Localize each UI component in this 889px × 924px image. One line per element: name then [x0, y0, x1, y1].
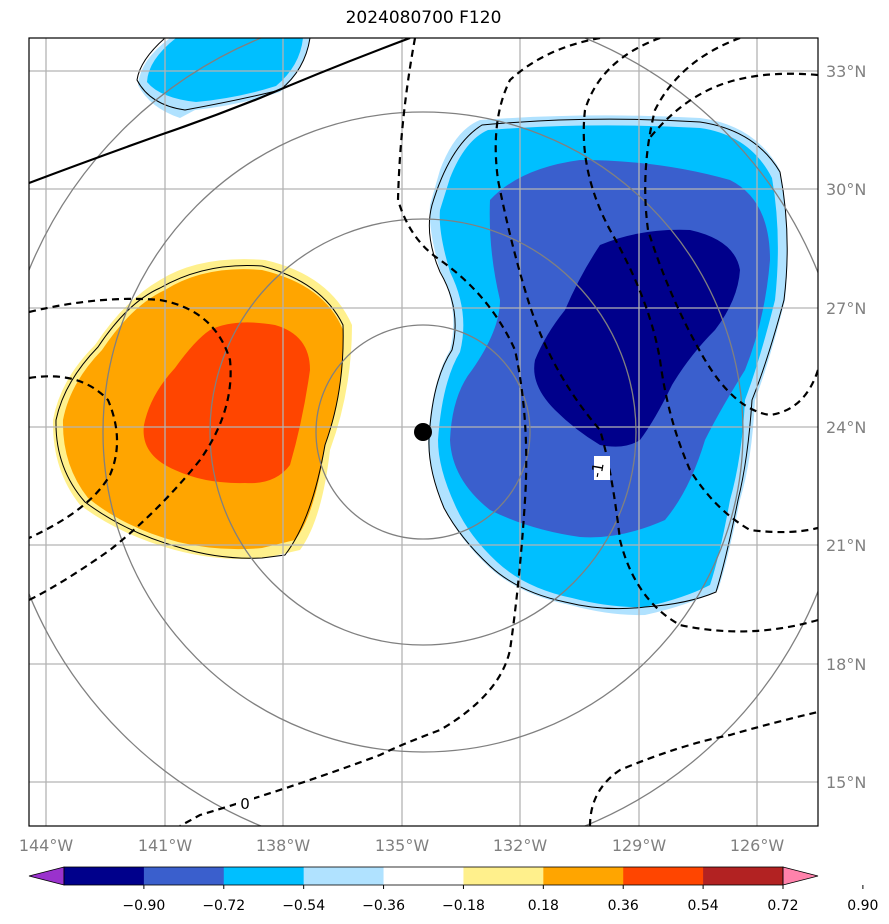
colorbar-tick-label: −0.18 [442, 898, 485, 914]
negative-anomaly-field [428, 115, 788, 616]
solid-contour [29, 38, 411, 185]
colorbar-extend-low [28, 866, 65, 886]
lat-tick-label: 30°N [826, 180, 866, 199]
colorbar-tick-label: −0.36 [362, 898, 405, 914]
anomaly-outline [55, 265, 344, 559]
lon-gridlines [45, 38, 758, 826]
lon-tick-label: 132°W [493, 836, 548, 855]
colorbar-tick-label: 0.72 [767, 898, 798, 914]
contour-line [179, 38, 528, 826]
contour-line [588, 710, 818, 826]
lon-tick-label: 138°W [256, 836, 311, 855]
contour-line [494, 38, 818, 633]
lon-tick-labels: 144°W 141°W 138°W 135°W 132°W 129°W 126°… [19, 836, 785, 855]
colorbar-segment [64, 867, 145, 885]
colorbar-extend-high [782, 866, 819, 886]
contour-line [647, 72, 818, 141]
range-rings [29, 38, 818, 826]
dashed-contours [29, 38, 818, 826]
colorbar-segments [64, 867, 784, 885]
positive-anomaly-field [52, 259, 352, 559]
contour-label-neg-one: -1 [587, 461, 607, 479]
contour-label-zero: 0 [240, 795, 250, 813]
lat-gridlines [29, 70, 818, 783]
lon-tick-label: 126°W [730, 836, 785, 855]
colorbar-tick-label: 0.18 [528, 898, 559, 914]
colorbar-segment [383, 867, 464, 885]
colorbar-segment [543, 867, 624, 885]
contour-label-bg [236, 792, 254, 812]
colorbar-segment [223, 867, 305, 885]
colorbar-frame [63, 866, 784, 886]
lat-tick-label: 15°N [826, 773, 866, 792]
map-plot-area: 0 -1 [29, 38, 818, 826]
colorbar-segment [143, 867, 225, 885]
lat-tick-label: 27°N [826, 299, 866, 318]
lat-tick-labels: 33°N 30°N 27°N 24°N 21°N 18°N 15°N [826, 62, 866, 792]
lat-tick-label: 33°N [826, 62, 866, 81]
contour-label-group: 0 -1 [236, 456, 610, 813]
contour-line [29, 297, 232, 601]
anomaly-outline [428, 118, 788, 610]
colorbar-segment [463, 867, 544, 885]
anomaly-fill-0.54 [143, 322, 310, 484]
lon-tick-label: 129°W [612, 836, 667, 855]
lon-tick-label: 141°W [138, 836, 193, 855]
lon-tick-label: 135°W [375, 836, 430, 855]
lat-tick-label: 21°N [826, 536, 866, 555]
map-frame [28, 37, 819, 827]
anomaly-outline [136, 38, 311, 111]
storm-center-marker [414, 423, 432, 441]
colorbar-segment [623, 867, 704, 885]
colorbar-tick-label: −0.72 [202, 898, 245, 914]
lon-tick-label: 144°W [19, 836, 74, 855]
chart-title: 2024080700 F120 [345, 8, 502, 28]
anomaly-fill-n0.72 [534, 229, 740, 447]
anomaly-fill-n0.36 [147, 38, 303, 102]
colorbar-tick-label: 0.36 [608, 898, 639, 914]
colorbar-segment [703, 867, 784, 885]
colorbar-ticks: −0.90 −0.72 −0.54 −0.36 −0.18 0.18 0.36 0.54 0.7… [122, 885, 878, 914]
lat-tick-label: 18°N [826, 655, 866, 674]
lat-tick-label: 24°N [826, 418, 866, 437]
colorbar-tick-label: 0.90 [847, 898, 878, 914]
colorbar: −0.90 −0.72 −0.54 −0.36 −0.18 0.18 0.36 0.54 0.7… [28, 866, 878, 914]
colorbar-tick-label: 0.54 [688, 898, 719, 914]
contour-label-bg [594, 456, 610, 480]
contour-line [582, 38, 818, 534]
colorbar-segment [303, 867, 385, 885]
northern-anomaly-patch [136, 38, 311, 118]
colorbar-tick-label: −0.54 [282, 898, 325, 914]
colorbar-tick-label: −0.90 [122, 898, 165, 914]
contour-line [644, 38, 818, 417]
